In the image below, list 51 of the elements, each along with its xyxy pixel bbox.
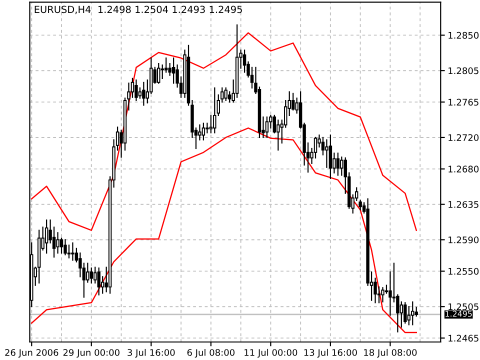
y-tick-label: 1.2465	[448, 334, 478, 342]
candlestick	[97, 268, 100, 296]
candlestick	[172, 57, 176, 84]
x-tick-label: 6 Jul 08:00	[187, 348, 235, 358]
candlestick	[325, 139, 328, 168]
x-tick-label: 11 Jul 00:00	[244, 348, 298, 358]
y-tick-label: 1.2850	[448, 32, 479, 39]
candlestick	[206, 122, 209, 134]
candlestick	[90, 268, 93, 284]
x-tick-label: 13 Jul 16:00	[304, 348, 357, 358]
candlestick	[358, 200, 362, 210]
candlestick	[404, 302, 407, 324]
candlestick	[213, 87, 216, 134]
candlestick	[134, 79, 138, 102]
y-tick-label: 1.2805	[448, 67, 478, 74]
candlestick	[44, 220, 48, 254]
candlestick	[340, 156, 344, 176]
candlestick	[138, 87, 142, 99]
candlestick	[71, 242, 74, 261]
x-tick-label: 29 Jun 00:00	[63, 349, 120, 358]
candlestick	[224, 87, 228, 102]
y-tick-label: 1.2765	[448, 98, 478, 106]
x-tick-label: 26 Jun 2006	[5, 349, 58, 358]
candlestick	[276, 120, 280, 151]
y-tick-label: 1.2635	[448, 201, 478, 208]
x-tick-label: 18 Jul 08:00	[364, 348, 417, 358]
y-tick-label: 1.2680	[448, 166, 479, 172]
candlestick	[160, 64, 164, 80]
chart-title: EURUSD,H4 1.2498 1.2504 1.2493 1.2495	[34, 6, 242, 14]
candlestick	[336, 152, 340, 176]
candlestick	[381, 287, 384, 302]
line-series	[31, 127, 417, 334]
y-tick-label: 1.2720	[448, 134, 479, 142]
candlestick	[228, 91, 232, 103]
candlestick	[86, 262, 90, 283]
candlestick	[94, 266, 97, 284]
x-tick-label: 3 Jul 16:00	[128, 348, 175, 358]
candlestick	[328, 134, 332, 179]
y-tick-label: 1.2590	[448, 236, 479, 244]
candlestick	[60, 238, 64, 254]
candlestick	[202, 122, 206, 140]
candlestick	[56, 232, 60, 254]
candlestick	[142, 82, 146, 106]
candlestick	[157, 62, 160, 84]
y-tick-label: 1.2550	[448, 268, 479, 275]
candlestick	[64, 239, 67, 256]
candlestick	[411, 301, 414, 326]
candlestick	[265, 116, 269, 138]
line-series	[31, 32, 417, 231]
y-tick-label: 1.2505	[448, 303, 478, 310]
candlestick	[198, 124, 202, 140]
